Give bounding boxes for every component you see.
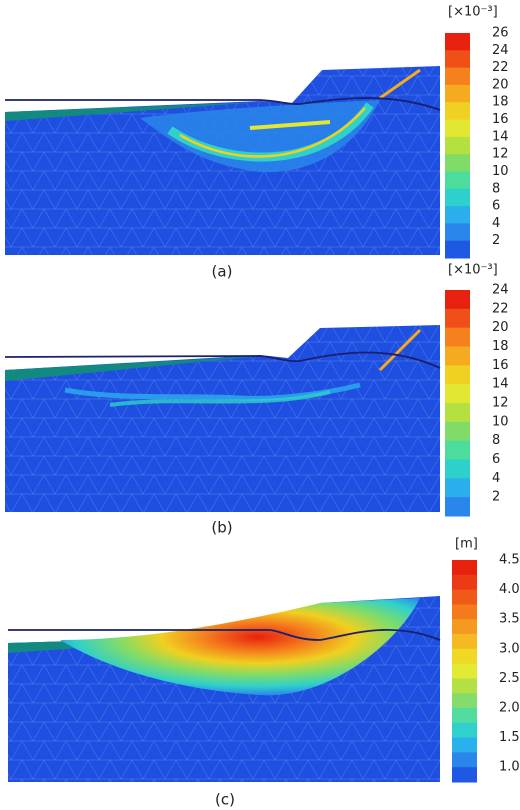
- colorbar-tick-label: 24: [492, 43, 509, 58]
- colorbar-band: [452, 663, 477, 679]
- colorbar-tick-label: 12: [492, 396, 509, 411]
- colorbar-band: [445, 440, 470, 460]
- colorbar-tick-label: 2.5: [499, 671, 520, 686]
- colorbar-band: [452, 589, 477, 605]
- colorbar-band: [445, 223, 470, 242]
- colorbar-band: [445, 497, 470, 517]
- colorbar-band: [445, 67, 470, 86]
- colorbar-band: [445, 240, 470, 259]
- colorbar-tick-label: 26: [492, 26, 509, 41]
- colorbar-band: [452, 619, 477, 635]
- colorbar-tick-label: 20: [492, 77, 509, 92]
- colorbar-tick-label: 10: [492, 164, 509, 179]
- colorbar-band: [445, 308, 470, 329]
- colorbar-tick-label: 3.5: [499, 612, 520, 627]
- colorbar-tick-label: 1.0: [499, 760, 520, 775]
- unit-label: [×10⁻³]: [448, 5, 498, 20]
- colorbar-band: [452, 560, 477, 576]
- colorbar-tick-label: 14: [492, 129, 509, 144]
- colorbar-band: [445, 346, 470, 366]
- colorbar-tick-label: 8: [492, 433, 500, 448]
- colorbar-band: [445, 327, 470, 347]
- colorbar-band: [452, 722, 477, 739]
- colorbar-tick-label: 24: [492, 283, 509, 298]
- colorbar-tick-label: 4.5: [499, 553, 520, 568]
- colorbar-band: [445, 84, 470, 103]
- colorbar-band: [445, 136, 470, 155]
- plot-a: [5, 66, 441, 255]
- colorbar-band: [445, 50, 470, 69]
- colorbar-band: [445, 154, 470, 172]
- colorbar-band: [452, 752, 477, 768]
- colorbar-band: [452, 708, 477, 724]
- colorbar-band: [452, 574, 477, 591]
- colorbar-band: [452, 604, 477, 620]
- colorbar-tick-label: 4: [492, 216, 500, 231]
- colorbar-band: [445, 119, 470, 138]
- colorbar-tick-label: 6: [492, 452, 500, 467]
- colorbar-tick-label: 2.0: [499, 701, 520, 716]
- colorbar-tick-label: 18: [492, 95, 509, 110]
- colorbar-band: [445, 102, 470, 121]
- panel-label: (a): [212, 263, 233, 281]
- colorbar-tick-label: 22: [492, 60, 509, 75]
- colorbar-tick-label: 16: [492, 358, 509, 373]
- colorbar-tick-label: 4.0: [499, 582, 520, 597]
- plot-b: [4, 325, 441, 512]
- panel-label: (c): [215, 791, 235, 809]
- colorbar-band: [445, 206, 470, 224]
- colorbar-tick-label: 14: [492, 377, 509, 392]
- colorbar-band: [445, 171, 470, 190]
- colorbar-tick-label: 10: [492, 414, 509, 429]
- colorbar-band: [452, 678, 477, 694]
- panel-label: (b): [211, 519, 232, 537]
- colorbar-band: [445, 365, 470, 385]
- colorbar-band: [445, 384, 470, 404]
- colorbar-tick-label: 22: [492, 301, 509, 316]
- colorbar-tick-label: 1.5: [499, 730, 520, 745]
- colorbar-band: [445, 421, 470, 442]
- unit-label: [m]: [455, 537, 478, 552]
- colorbar-tick-label: 3.0: [499, 641, 520, 656]
- colorbar-band: [445, 33, 470, 51]
- colorbar-tick-label: 8: [492, 181, 500, 196]
- colorbar-tick-label: 2: [492, 233, 500, 248]
- colorbar-band: [452, 634, 477, 650]
- colorbar-tick-label: 12: [492, 147, 509, 162]
- colorbar-band: [452, 648, 477, 665]
- colorbar-band: [452, 767, 477, 783]
- colorbar-tick-label: 6: [492, 199, 500, 214]
- colorbar-band: [445, 478, 470, 498]
- unit-label: [×10⁻³]: [448, 263, 498, 278]
- colorbar-band: [452, 693, 477, 709]
- plot-c: [8, 596, 441, 782]
- colorbar-band: [445, 290, 470, 310]
- colorbar-band: [445, 188, 470, 207]
- colorbar-tick-label: 20: [492, 320, 509, 335]
- colorbar-tick-label: 16: [492, 112, 509, 127]
- colorbar-band: [445, 403, 470, 423]
- colorbar-tick-label: 4: [492, 471, 500, 486]
- colorbar-tick-label: 2: [492, 490, 500, 505]
- colorbar-tick-label: 18: [492, 339, 509, 354]
- colorbar-band: [452, 737, 477, 753]
- colorbar-band: [445, 459, 470, 479]
